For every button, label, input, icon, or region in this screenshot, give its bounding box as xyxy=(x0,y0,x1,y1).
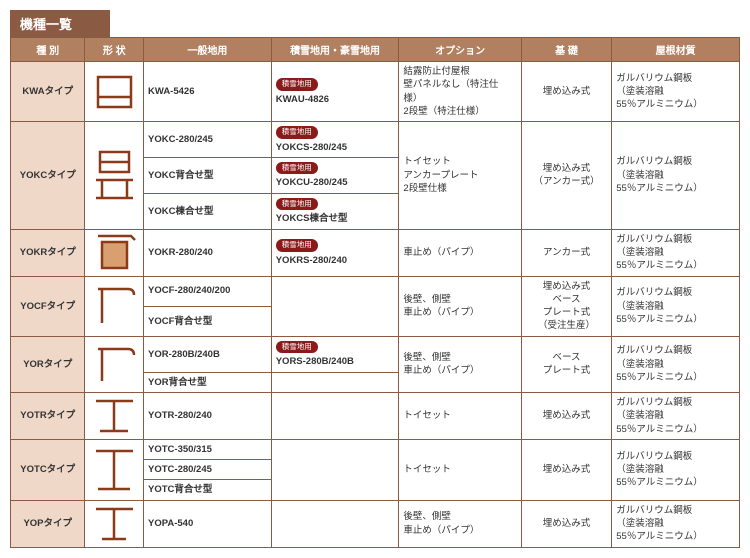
snow-model: 積雪地用YORS-280B/240B xyxy=(271,336,399,372)
foundation-cell: 埋め込み式 xyxy=(521,392,611,439)
snow-badge: 積雪地用 xyxy=(276,198,318,211)
snow-model xyxy=(271,500,399,547)
table-row: YOKCタイプYOKC-280/245積雪地用YOKCS-280/245トイセッ… xyxy=(11,122,740,158)
type-cell: YOTCタイプ xyxy=(11,439,85,500)
type-cell: YOTRタイプ xyxy=(11,392,85,439)
table-row: YOPタイプ YOPA-540 後壁、側壁車止め（パイプ）埋め込み式ガルバリウム鋼板… xyxy=(11,500,740,547)
snow-badge: 積雪地用 xyxy=(276,239,318,252)
roof-cell: ガルバリウム鋼板（塗装溶融55％アルミニウム） xyxy=(612,336,740,392)
type-cell: YORタイプ xyxy=(11,336,85,392)
table-row: YOTCタイプYOTC-350/315トイセット埋め込み式ガルバリウム鋼板（塗装… xyxy=(11,439,740,459)
shape-cell xyxy=(85,229,144,276)
type-cell: KWAタイプ xyxy=(11,62,85,122)
section-title: 機種一覧 xyxy=(10,10,110,37)
snow-model xyxy=(271,372,399,392)
shape-cell xyxy=(85,276,144,336)
option-cell: トイセット xyxy=(399,392,521,439)
general-model: YOTC背合せ型 xyxy=(144,480,272,500)
foundation-cell: 埋め込み式 xyxy=(521,62,611,122)
general-model: YOPA-540 xyxy=(144,500,272,547)
foundation-cell: 埋め込み式（アンカー式） xyxy=(521,122,611,229)
shape-cell xyxy=(85,500,144,547)
foundation-cell: 埋め込み式 xyxy=(521,500,611,547)
general-model: YOKC棟合せ型 xyxy=(144,193,272,229)
roof-cell: ガルバリウム鋼板（塗装溶融55％アルミニウム） xyxy=(612,122,740,229)
general-model: YOKC-280/245 xyxy=(144,122,272,158)
type-cell: YOPタイプ xyxy=(11,500,85,547)
shape-cell xyxy=(85,122,144,229)
col-header: 種 別 xyxy=(11,38,85,62)
snow-model: 積雪地用YOKCU-280/245 xyxy=(271,157,399,193)
col-header: オプション xyxy=(399,38,521,62)
shape-cell xyxy=(85,392,144,439)
table-row: YOTRタイプ YOTR-280/240 トイセット埋め込み式ガルバリウム鋼板（塗装… xyxy=(11,392,740,439)
general-model: KWA-5426 xyxy=(144,62,272,122)
roof-cell: ガルバリウム鋼板（塗装溶融55％アルミニウム） xyxy=(612,276,740,336)
snow-badge: 積雪地用 xyxy=(276,78,318,91)
general-model: YOKC背合せ型 xyxy=(144,157,272,193)
option-cell: トイセット xyxy=(399,439,521,500)
col-header: 一般地用 xyxy=(144,38,272,62)
roof-cell: ガルバリウム鋼板（塗装溶融55％アルミニウム） xyxy=(612,392,740,439)
table-row: YORタイプYOR-280B/240B積雪地用YORS-280B/240B後壁、… xyxy=(11,336,740,372)
roof-cell: ガルバリウム鋼板（塗装溶融55％アルミニウム） xyxy=(612,62,740,122)
model-list-container: 機種一覧 種 別形 状一般地用積雪地用・豪雪地用オプション基 礎屋根材質 KWA… xyxy=(10,10,740,548)
type-cell: YOCFタイプ xyxy=(11,276,85,336)
foundation-cell: 埋め込み式ベースプレート式（受注生産） xyxy=(521,276,611,336)
general-model: YOTC-280/245 xyxy=(144,460,272,480)
snow-model: 積雪地用YOKRS-280/240 xyxy=(271,229,399,276)
type-cell: YOKRタイプ xyxy=(11,229,85,276)
general-model: YOR背合せ型 xyxy=(144,372,272,392)
shape-cell xyxy=(85,439,144,500)
shape-cell xyxy=(85,62,144,122)
general-model: YOKR-280/240 xyxy=(144,229,272,276)
type-cell: YOKCタイプ xyxy=(11,122,85,229)
col-header: 形 状 xyxy=(85,38,144,62)
option-cell: 後壁、側壁車止め（パイプ） xyxy=(399,500,521,547)
option-cell: 結露防止付屋根壁パネルなし（特注仕様）2段壁（特注仕様） xyxy=(399,62,521,122)
snow-badge: 積雪地用 xyxy=(276,162,318,175)
model-table: 種 別形 状一般地用積雪地用・豪雪地用オプション基 礎屋根材質 KWAタイプKW… xyxy=(10,37,740,548)
snow-model: 積雪地用YOKCS棟合せ型 xyxy=(271,193,399,229)
table-row: KWAタイプ KWA-5426積雪地用KWAU-4826結露防止付屋根壁パネルなし… xyxy=(11,62,740,122)
general-model: YOTR-280/240 xyxy=(144,392,272,439)
snow-model xyxy=(271,392,399,439)
foundation-cell: 埋め込み式 xyxy=(521,439,611,500)
foundation-cell: ベースプレート式 xyxy=(521,336,611,392)
shape-cell xyxy=(85,336,144,392)
col-header: 基 礎 xyxy=(521,38,611,62)
general-model: YOR-280B/240B xyxy=(144,336,272,372)
roof-cell: ガルバリウム鋼板（塗装溶融55％アルミニウム） xyxy=(612,229,740,276)
snow-model: 積雪地用KWAU-4826 xyxy=(271,62,399,122)
col-header: 積雪地用・豪雪地用 xyxy=(271,38,399,62)
option-cell: トイセットアンカープレート2段壁仕様 xyxy=(399,122,521,229)
snow-model xyxy=(271,276,399,336)
snow-model xyxy=(271,439,399,500)
general-model: YOCF背合せ型 xyxy=(144,306,272,336)
foundation-cell: アンカー式 xyxy=(521,229,611,276)
table-row: YOCFタイプYOCF-280/240/200後壁、側壁車止め（パイプ）埋め込み… xyxy=(11,276,740,306)
roof-cell: ガルバリウム鋼板（塗装溶融55％アルミニウム） xyxy=(612,439,740,500)
snow-model: 積雪地用YOKCS-280/245 xyxy=(271,122,399,158)
option-cell: 後壁、側壁車止め（パイプ） xyxy=(399,276,521,336)
general-model: YOTC-350/315 xyxy=(144,439,272,459)
roof-cell: ガルバリウム鋼板（塗装溶融55％アルミニウム） xyxy=(612,500,740,547)
option-cell: 後壁、側壁車止め（パイプ） xyxy=(399,336,521,392)
snow-badge: 積雪地用 xyxy=(276,126,318,139)
table-row: YOKRタイプ YOKR-280/240積雪地用YOKRS-280/240車止め（… xyxy=(11,229,740,276)
col-header: 屋根材質 xyxy=(612,38,740,62)
option-cell: 車止め（パイプ） xyxy=(399,229,521,276)
general-model: YOCF-280/240/200 xyxy=(144,276,272,306)
snow-badge: 積雪地用 xyxy=(276,341,318,354)
